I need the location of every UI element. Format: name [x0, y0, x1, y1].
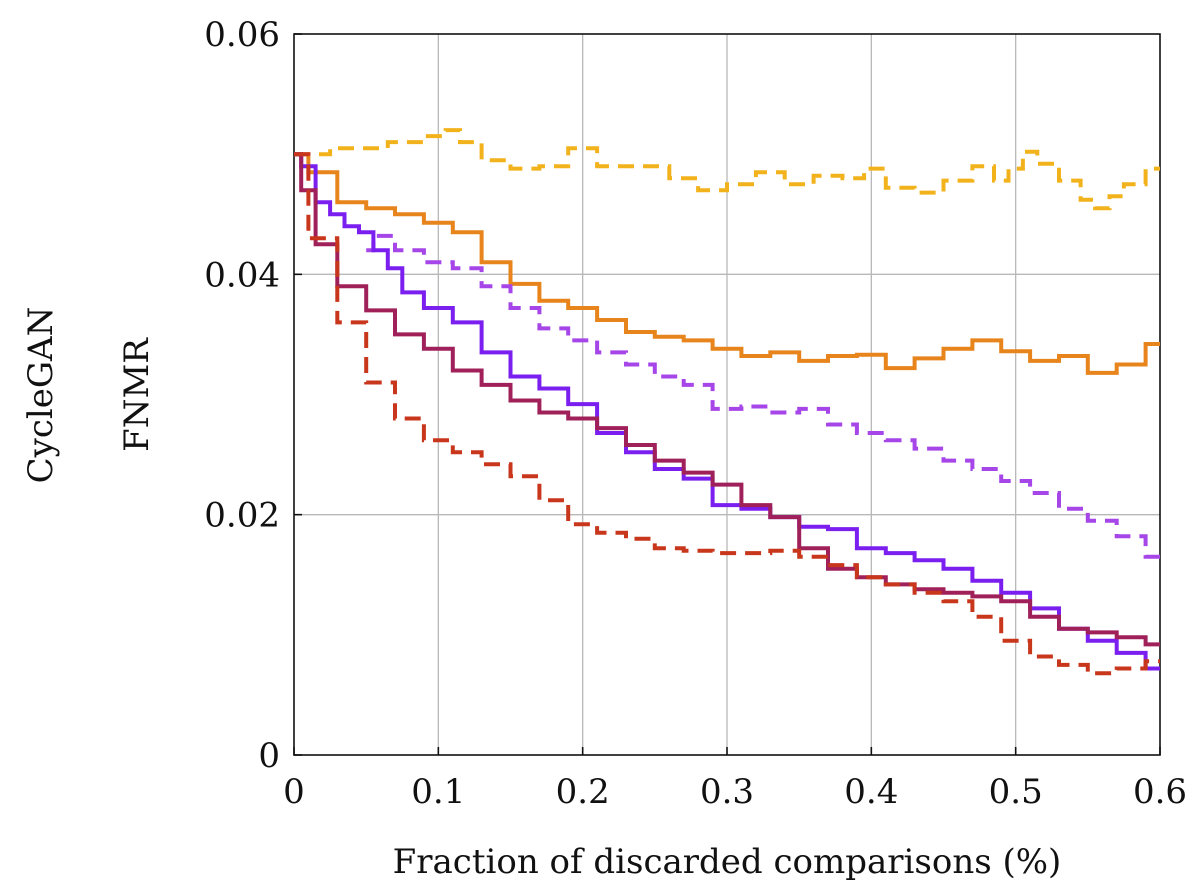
- x-tick-label: 0.4: [844, 772, 898, 812]
- series-line-crimson-solid: [294, 152, 1160, 647]
- x-tick-label: 0.6: [1133, 772, 1187, 812]
- y-tick-label: 0: [258, 736, 280, 776]
- x-tick-label: 0.5: [989, 772, 1043, 812]
- grid: [294, 34, 1160, 755]
- series-line-violet-solid: [294, 152, 1160, 671]
- y-axis-label: FNMR: [117, 337, 157, 452]
- y-tick-label: 0.06: [204, 15, 280, 55]
- series-line-red-dashed: [294, 152, 1160, 676]
- x-tick-label: 0: [283, 772, 305, 812]
- series-group: [294, 128, 1160, 676]
- row-label: CycleGAN: [21, 307, 61, 484]
- series-line-purple-dashed: [366, 233, 1160, 559]
- x-tick-label: 0.3: [700, 772, 754, 812]
- x-axis-label: Fraction of discarded comparisons (%): [393, 842, 1062, 882]
- series-line-yellow-dashed: [294, 128, 1160, 211]
- y-tick-label: 0.02: [204, 496, 280, 536]
- x-tick-label: 0.1: [411, 772, 465, 812]
- y-tick-label: 0.04: [204, 255, 280, 295]
- series-line-orange-solid: [294, 152, 1160, 375]
- ticks: 0 0.1 0.2 0.3 0.4 0.5 0.6 0 0.02 0.04 0.06: [204, 15, 1187, 812]
- x-tick-label: 0.2: [556, 772, 610, 812]
